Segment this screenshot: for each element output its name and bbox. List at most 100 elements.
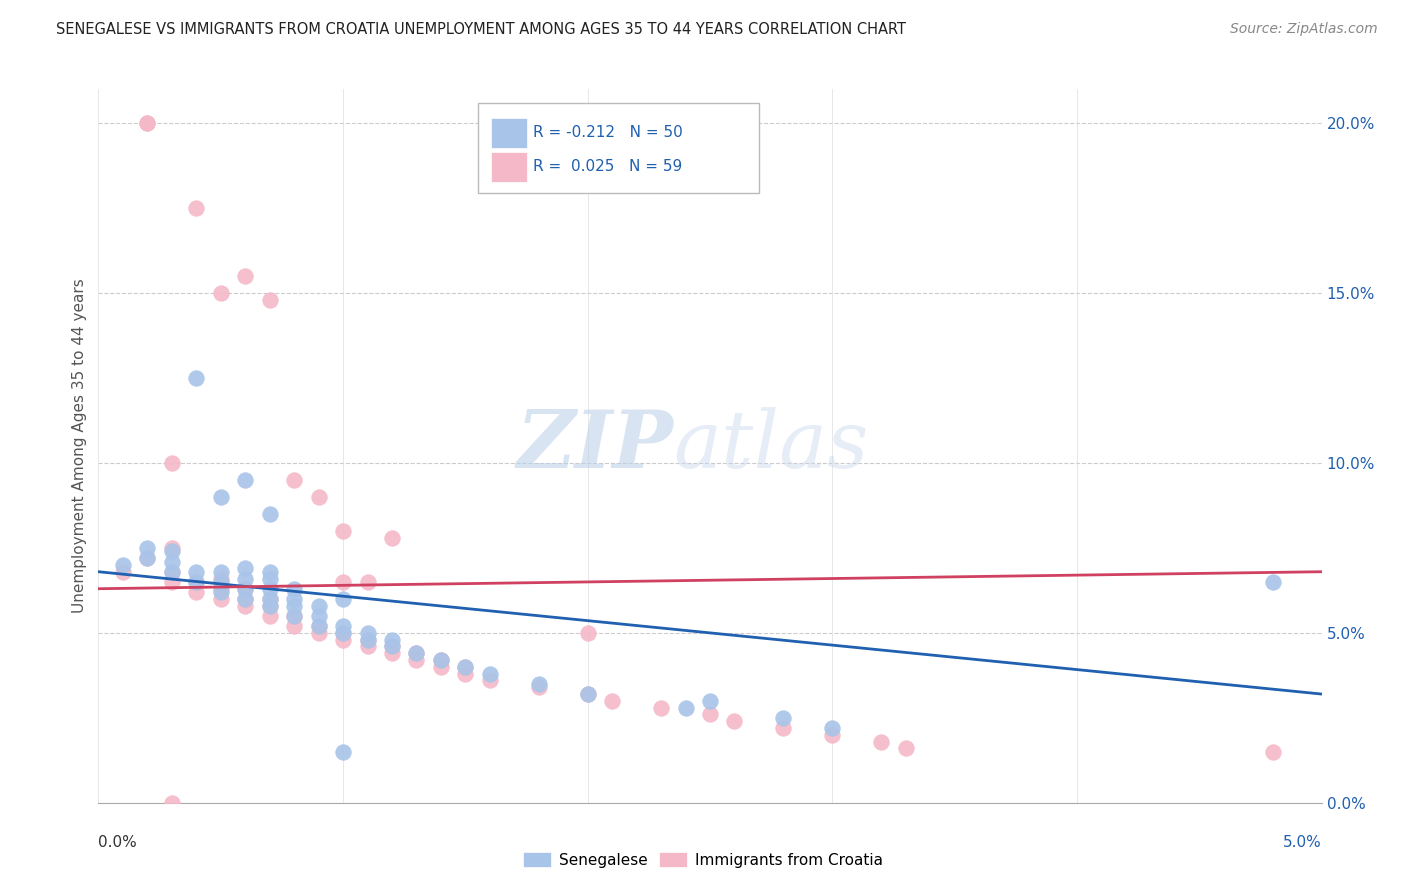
Point <box>308 626 330 640</box>
Point <box>209 585 232 599</box>
FancyBboxPatch shape <box>478 103 759 193</box>
Point <box>136 116 159 130</box>
Point <box>454 660 477 674</box>
Point <box>332 626 354 640</box>
Point <box>283 599 305 613</box>
Point <box>675 700 697 714</box>
Point <box>381 531 404 545</box>
Point <box>527 680 550 694</box>
Point <box>160 541 183 555</box>
Point <box>356 640 378 654</box>
Point <box>723 714 745 729</box>
Point <box>356 626 378 640</box>
Point <box>332 745 354 759</box>
Point <box>259 293 281 307</box>
Point <box>430 660 453 674</box>
Point <box>356 632 378 647</box>
Point <box>209 286 232 301</box>
Point <box>259 599 281 613</box>
Point <box>209 582 232 596</box>
Point <box>209 574 232 589</box>
Point <box>1261 574 1284 589</box>
Point <box>233 473 256 487</box>
Point <box>259 591 281 606</box>
Point <box>259 582 281 596</box>
Point <box>454 666 477 681</box>
Point <box>772 711 794 725</box>
Point <box>186 201 208 215</box>
Point <box>136 551 159 566</box>
Point <box>209 565 232 579</box>
Point <box>576 687 599 701</box>
Point <box>699 707 721 722</box>
Point <box>332 524 354 538</box>
Point <box>356 574 378 589</box>
Point <box>259 507 281 521</box>
Point <box>160 565 183 579</box>
Point <box>821 728 844 742</box>
Point <box>894 741 917 756</box>
Point <box>209 591 232 606</box>
Point <box>233 561 256 575</box>
Point <box>308 619 330 633</box>
FancyBboxPatch shape <box>491 118 527 148</box>
Point <box>650 700 672 714</box>
Point <box>478 666 501 681</box>
Point <box>209 490 232 504</box>
Point <box>233 572 256 586</box>
Point <box>259 608 281 623</box>
Text: 0.0%: 0.0% <box>98 836 138 850</box>
Point <box>308 619 330 633</box>
Point <box>576 687 599 701</box>
Point <box>381 640 404 654</box>
Point <box>699 694 721 708</box>
Legend: Senegalese, Immigrants from Croatia: Senegalese, Immigrants from Croatia <box>517 846 889 873</box>
Point <box>233 591 256 606</box>
Point <box>308 599 330 613</box>
Point <box>1261 745 1284 759</box>
Point <box>405 646 427 660</box>
FancyBboxPatch shape <box>491 152 527 182</box>
Point <box>233 591 256 606</box>
Point <box>186 574 208 589</box>
Point <box>160 544 183 558</box>
Point <box>308 608 330 623</box>
Point <box>186 565 208 579</box>
Point <box>259 591 281 606</box>
Point <box>111 565 134 579</box>
Point <box>283 582 305 596</box>
Point <box>405 646 427 660</box>
Point <box>136 551 159 566</box>
Point <box>283 608 305 623</box>
Point <box>527 677 550 691</box>
Point <box>332 591 354 606</box>
Y-axis label: Unemployment Among Ages 35 to 44 years: Unemployment Among Ages 35 to 44 years <box>72 278 87 614</box>
Point <box>478 673 501 688</box>
Point <box>381 632 404 647</box>
Point <box>430 653 453 667</box>
Point <box>136 541 159 555</box>
Point <box>381 640 404 654</box>
Point <box>405 653 427 667</box>
Point <box>283 619 305 633</box>
Text: Source: ZipAtlas.com: Source: ZipAtlas.com <box>1230 22 1378 37</box>
Point <box>772 721 794 735</box>
Text: atlas: atlas <box>673 408 869 484</box>
Point <box>870 734 893 748</box>
Point <box>209 572 232 586</box>
Point <box>332 619 354 633</box>
Point <box>160 565 183 579</box>
Text: SENEGALESE VS IMMIGRANTS FROM CROATIA UNEMPLOYMENT AMONG AGES 35 TO 44 YEARS COR: SENEGALESE VS IMMIGRANTS FROM CROATIA UN… <box>56 22 907 37</box>
Point <box>283 591 305 606</box>
Point <box>356 632 378 647</box>
Point <box>381 646 404 660</box>
Point <box>576 626 599 640</box>
Point <box>111 558 134 572</box>
Point <box>233 582 256 596</box>
Point <box>332 626 354 640</box>
Text: R =  0.025   N = 59: R = 0.025 N = 59 <box>533 160 682 175</box>
Point <box>186 585 208 599</box>
Point <box>186 371 208 385</box>
Point <box>233 582 256 596</box>
Point <box>160 456 183 470</box>
